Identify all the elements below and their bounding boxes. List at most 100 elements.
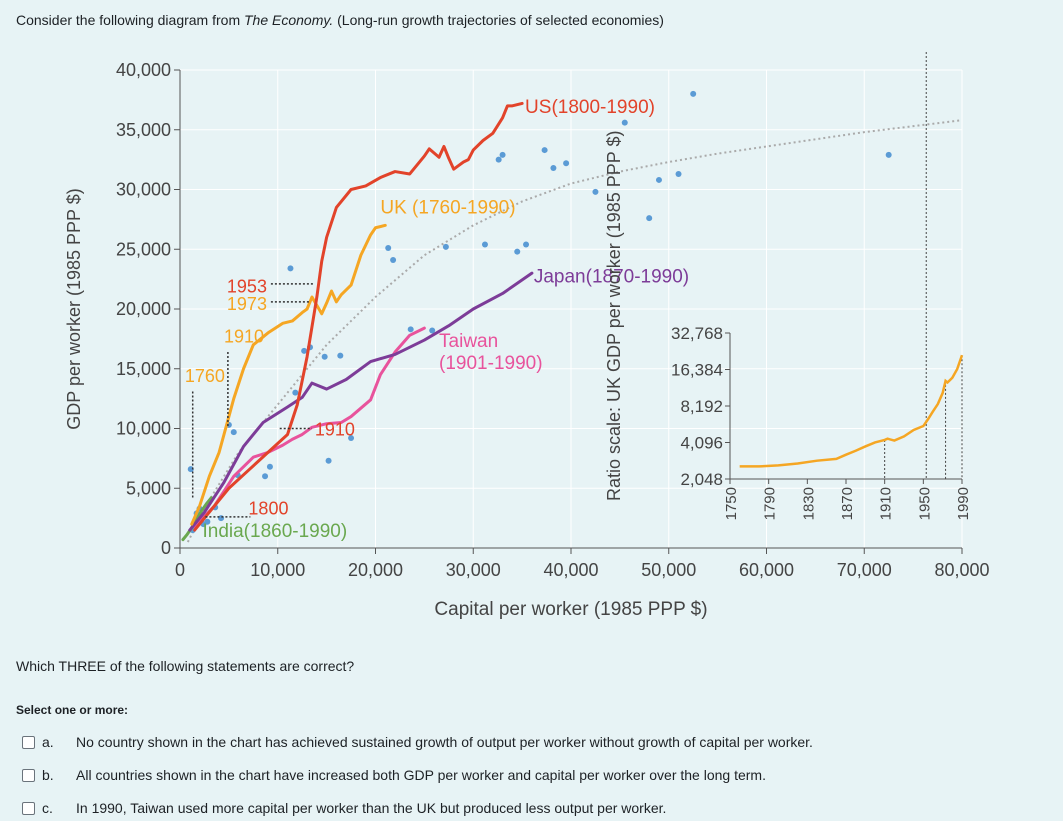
scatter-point — [550, 164, 557, 171]
scatter-point — [885, 151, 892, 158]
series-line-taiwan — [193, 326, 426, 528]
scatter-point — [563, 160, 570, 167]
scatter-point — [390, 257, 397, 264]
annotation-us-1800: 1800 — [248, 499, 288, 519]
y-axis-title: GDP per worker (1985 PPP $) — [64, 188, 84, 429]
inset-x-tick-label: 1790 — [762, 487, 779, 520]
x-tick-label: 40,000 — [543, 560, 598, 580]
frontier-layer — [186, 119, 963, 543]
question-prompt: Which THREE of the following statements … — [16, 658, 355, 674]
x-tick-label: 60,000 — [739, 560, 794, 580]
scatter-point — [646, 215, 653, 222]
question-intro: Consider the following diagram from The … — [16, 12, 664, 28]
option-b-text: All countries shown in the chart have in… — [76, 767, 766, 783]
inset-series-line-uk — [739, 354, 964, 468]
scatter-point — [348, 435, 355, 442]
axes: 0 5,000 10,000 15,000 20,000 25,000 30,000 35,0… — [64, 60, 990, 620]
inset-x-tick-label: 1910 — [878, 487, 895, 520]
y-tick-label: 5,000 — [126, 478, 171, 498]
series-layer — [181, 101, 534, 542]
intro-book: The Economy. — [244, 12, 334, 28]
scatter-point — [321, 353, 328, 360]
inset-y-axis-title: Ratio scale: UK GDP per worker (1985 PPP… — [604, 131, 624, 502]
y-tick-label: 0 — [161, 538, 171, 558]
checkbox-c[interactable] — [22, 801, 35, 815]
scatter-point — [481, 241, 488, 248]
y-tick-label: 40,000 — [116, 60, 171, 80]
option-c-text: In 1990, Taiwan used more capital per wo… — [76, 800, 667, 816]
scatter-point — [675, 170, 682, 177]
select-label: Select one or more: — [16, 703, 129, 717]
inset-x-tick-label: 1830 — [800, 487, 817, 520]
x-tick-label: 80,000 — [934, 560, 989, 580]
y-tick-label: 25,000 — [116, 239, 171, 259]
y-tick-label: 30,000 — [116, 180, 171, 200]
inset-x-tick-label: 1870 — [839, 487, 856, 520]
scatter-point — [442, 243, 449, 250]
checkbox-a[interactable] — [22, 735, 35, 749]
scatter-point — [690, 90, 697, 97]
scatter-point — [266, 463, 273, 470]
scatter-point — [204, 518, 211, 525]
y-tick-label: 35,000 — [116, 120, 171, 140]
inset-chart: 2,048 4,096 8,192 16,384 32,768 1750 1790 1830 1… — [604, 52, 972, 520]
scatter-point — [499, 151, 506, 158]
scatter-point — [407, 326, 414, 333]
option-b[interactable]: b. All countries shown in the chart have… — [22, 767, 766, 783]
annotation-1953: 1953 — [227, 276, 267, 296]
y-tick-label: 10,000 — [116, 419, 171, 439]
scatter-point — [429, 327, 436, 334]
scatter-point — [325, 457, 332, 464]
option-c-letter: c. — [42, 800, 53, 816]
scatter-point — [287, 265, 294, 272]
scatter-points — [187, 90, 892, 534]
annotation-uk-1760: 1760 — [185, 366, 225, 386]
scatter-point — [385, 245, 392, 252]
scatter-point — [495, 156, 502, 163]
y-tick-label: 20,000 — [116, 299, 171, 319]
inset-y-tick-label: 16,384 — [671, 361, 723, 380]
series-line-japan — [188, 271, 534, 532]
grid-lines — [180, 69, 963, 548]
x-tick-label: 0 — [175, 560, 185, 580]
x-tick-label: 10,000 — [250, 560, 305, 580]
inset-x-tick-label: 1750 — [723, 487, 740, 520]
scatter-point — [262, 473, 269, 480]
scatter-point — [230, 429, 237, 436]
x-tick-label: 50,000 — [641, 560, 696, 580]
series-label-india: India(1860-1990) — [202, 521, 347, 542]
scatter-point — [218, 515, 225, 522]
option-c[interactable]: c. In 1990, Taiwan used more capital per… — [22, 800, 666, 816]
series-label-japan: Japan(1870-1990) — [534, 267, 689, 288]
option-a-letter: a. — [42, 734, 54, 750]
scatter-point — [621, 119, 628, 126]
annotation-1973: 1973 — [227, 294, 267, 314]
series-label-taiwan: Taiwan — [439, 331, 498, 352]
annotation-us-1910: 1910 — [315, 420, 355, 440]
option-a-text: No country shown in the chart has achiev… — [76, 734, 813, 750]
option-b-letter: b. — [42, 767, 54, 783]
intro-prefix: Consider the following diagram from — [16, 12, 244, 28]
x-axis-title: Capital per worker (1985 PPP $) — [434, 599, 707, 620]
series-label-taiwan: (1901-1990) — [439, 353, 543, 374]
series-line-us — [193, 101, 524, 532]
intro-suffix: (Long-run growth trajectories of selecte… — [333, 12, 664, 28]
scatter-point — [337, 352, 344, 359]
scatter-point — [592, 188, 599, 195]
option-a[interactable]: a. No country shown in the chart has ach… — [22, 734, 813, 750]
inset-y-tick-label: 2,048 — [680, 470, 723, 489]
scatter-point — [301, 347, 308, 354]
scatter-point — [292, 389, 299, 396]
x-tick-label: 70,000 — [837, 560, 892, 580]
inset-y-tick-label: 4,096 — [680, 434, 723, 453]
checkbox-b[interactable] — [22, 768, 35, 782]
series-label-uk: UK (1760-1990) — [380, 197, 515, 218]
y-tick-label: 15,000 — [116, 359, 171, 379]
frontier-line — [186, 119, 963, 543]
inset-y-tick-label: 32,768 — [671, 324, 723, 343]
growth-chart: 0 5,000 10,000 15,000 20,000 25,000 30,000 35,0… — [64, 52, 990, 620]
scatter-point — [514, 248, 521, 255]
annotation-uk-1910: 1910 — [224, 326, 264, 346]
scatter-point — [523, 241, 530, 248]
series-line-india — [181, 496, 213, 542]
